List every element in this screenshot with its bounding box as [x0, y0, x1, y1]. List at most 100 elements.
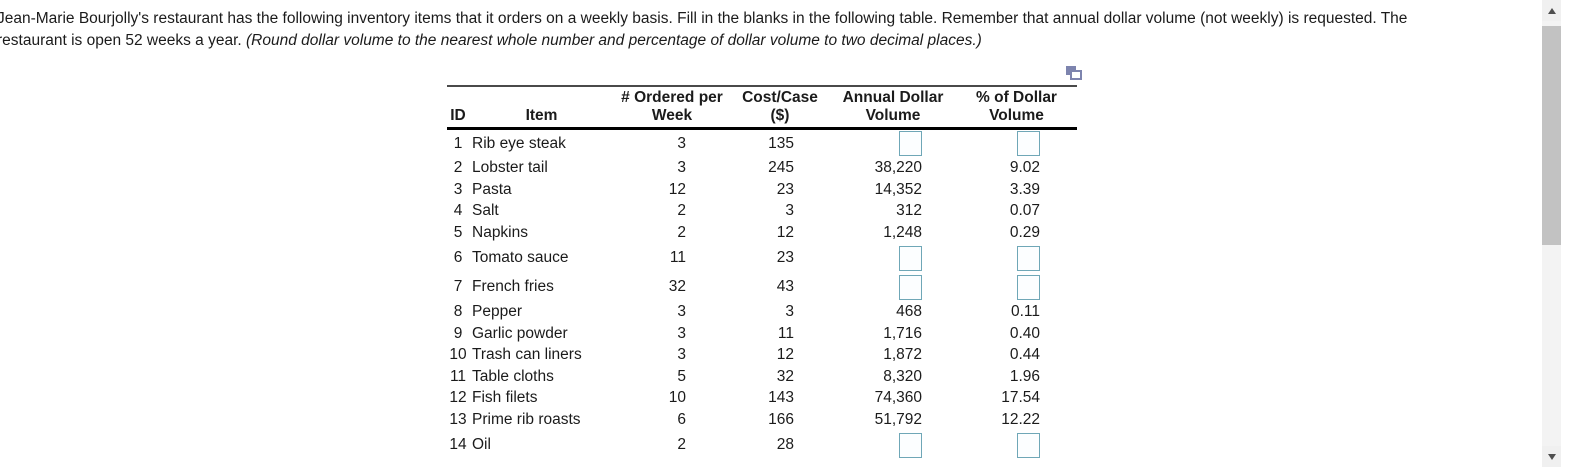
pct-dollar-volume-cell: 0.11	[956, 302, 1077, 324]
scroll-down-arrow-icon	[1547, 453, 1556, 460]
row-id: 2	[453, 159, 463, 177]
row-id: 8	[453, 303, 463, 321]
ordered-per-week-value: 32	[668, 278, 686, 295]
annual-dollar-volume-cell: 468	[830, 302, 956, 324]
row-id: 5	[453, 223, 463, 241]
item-name: Rib eye steak	[472, 134, 566, 152]
annual-dollar-volume-value: 312	[896, 202, 922, 220]
pct-volume-input[interactable]	[1017, 274, 1040, 300]
table-row: 9 Garlic powder 3 11 1,716 0.40	[447, 323, 1077, 345]
scroll-up-button[interactable]	[1542, 0, 1561, 21]
pct-dollar-volume-cell: 0.40	[956, 323, 1077, 345]
row-id: 7	[453, 278, 463, 295]
annual-dollar-volume-value: 1,248	[883, 223, 922, 241]
item-name: Tomato sauce	[472, 249, 569, 266]
table-row: 11 Table cloths 5 32 8,320 1.96	[447, 366, 1077, 388]
pct-volume-input[interactable]	[1017, 432, 1040, 458]
pct-dollar-volume-value: 0.11	[1010, 303, 1040, 321]
pct-dollar-volume-value: 0.29	[1009, 223, 1040, 241]
scroll-down-button[interactable]	[1542, 446, 1561, 467]
annual-dollar-volume-value: 38,220	[874, 159, 922, 177]
table-row: 6 Tomato sauce 11 23	[447, 244, 1077, 273]
cost-per-case-value: 143	[768, 389, 794, 407]
annual-dollar-volume-cell: 38,220	[830, 158, 956, 180]
row-id: 6	[453, 249, 463, 266]
cost-per-case-value: 43	[776, 278, 794, 295]
table-row: 12 Fish filets 10 143 74,360 17.54	[447, 388, 1077, 410]
ordered-per-week-value: 2	[677, 436, 686, 453]
pct-dollar-volume-cell	[956, 244, 1077, 273]
pct-dollar-volume-value: 17.54	[1001, 389, 1040, 407]
item-name: Garlic powder	[472, 324, 568, 342]
item-name: Pepper	[472, 303, 522, 321]
cost-per-case-value: 28	[776, 436, 794, 453]
annual-dollar-volume-value: 1,872	[883, 346, 922, 364]
row-id: 3	[453, 180, 463, 198]
popout-copy-icon[interactable]	[1066, 66, 1082, 80]
cost-per-case-value: 23	[776, 180, 794, 198]
ordered-per-week-value: 3	[677, 303, 686, 321]
annual-dollar-volume-cell: 1,248	[830, 222, 956, 244]
table-row: 7 French fries 32 43	[447, 273, 1077, 302]
annual-dollar-volume-value: 14,352	[874, 180, 922, 198]
header-cost-per-case: Cost/Case ($)	[742, 89, 818, 124]
item-name: French fries	[472, 278, 554, 295]
row-id: 13	[449, 410, 467, 428]
ordered-per-week-value: 2	[677, 202, 686, 220]
row-id: 4	[453, 202, 463, 220]
annual-volume-input[interactable]	[899, 432, 922, 458]
item-name: Napkins	[472, 223, 528, 241]
pct-dollar-volume-value: 0.40	[1009, 324, 1040, 342]
cost-per-case-value: 11	[777, 324, 794, 342]
row-id: 9	[453, 324, 463, 342]
item-name: Prime rib roasts	[472, 410, 581, 428]
annual-dollar-volume-cell	[830, 273, 956, 302]
pct-dollar-volume-cell: 9.02	[956, 158, 1077, 180]
popout-icon-front-rect	[1070, 70, 1082, 80]
row-id: 10	[449, 346, 467, 364]
item-name: Lobster tail	[472, 159, 548, 177]
annual-dollar-volume-cell	[830, 431, 956, 460]
cost-per-case-value: 23	[776, 249, 794, 266]
header-annual-dollar-volume: Annual Dollar Volume	[842, 89, 944, 124]
annual-dollar-volume-cell: 1,872	[830, 345, 956, 367]
ordered-per-week-value: 3	[677, 159, 686, 177]
pct-dollar-volume-value: 1.96	[1009, 367, 1040, 385]
annual-dollar-volume-cell	[830, 244, 956, 273]
inventory-table-header: ID Item # Ordered per Week Cost/Case ($) A…	[447, 86, 1077, 129]
cost-per-case-value: 3	[785, 303, 794, 321]
pct-volume-input[interactable]	[1017, 245, 1040, 271]
ordered-per-week-value: 5	[677, 367, 686, 385]
question-text: Jean-Marie Bourjolly's restaurant has th…	[0, 8, 1537, 51]
annual-volume-input[interactable]	[899, 131, 922, 157]
ordered-per-week-value: 12	[668, 180, 686, 198]
annual-volume-input[interactable]	[899, 245, 922, 271]
item-name: Salt	[472, 202, 499, 220]
row-id: 12	[449, 389, 467, 407]
cost-per-case-value: 32	[776, 367, 794, 385]
table-row: 3 Pasta 12 23 14,352 3.39	[447, 179, 1077, 201]
scrollbar-thumb[interactable]	[1542, 26, 1561, 245]
row-id: 11	[449, 367, 467, 385]
cost-per-case-value: 3	[785, 202, 794, 220]
annual-dollar-volume-cell: 1,716	[830, 323, 956, 345]
question-line1: Jean-Marie Bourjolly's restaurant has th…	[0, 10, 1408, 27]
ordered-per-week-value: 3	[677, 346, 686, 364]
pct-volume-input[interactable]	[1017, 131, 1040, 157]
table-row: 14 Oil 2 28	[447, 431, 1077, 460]
vertical-scrollbar[interactable]	[1542, 0, 1561, 467]
row-id: 14	[449, 436, 467, 453]
pct-dollar-volume-cell: 12.22	[956, 409, 1077, 431]
table-row: 8 Pepper 3 3 468 0.11	[447, 302, 1077, 324]
pct-dollar-volume-cell: 0.07	[956, 201, 1077, 223]
ordered-per-week-value: 11	[669, 249, 686, 266]
ordered-per-week-value: 2	[677, 223, 686, 241]
annual-dollar-volume-cell: 8,320	[830, 366, 956, 388]
annual-volume-input[interactable]	[899, 274, 922, 300]
pct-dollar-volume-value: 9.02	[1009, 159, 1040, 177]
item-name: Pasta	[472, 180, 512, 198]
annual-dollar-volume-value: 8,320	[883, 367, 922, 385]
question-rounding-note: (Round dollar volume to the nearest whol…	[246, 31, 982, 49]
pct-dollar-volume-value: 3.39	[1009, 180, 1040, 198]
